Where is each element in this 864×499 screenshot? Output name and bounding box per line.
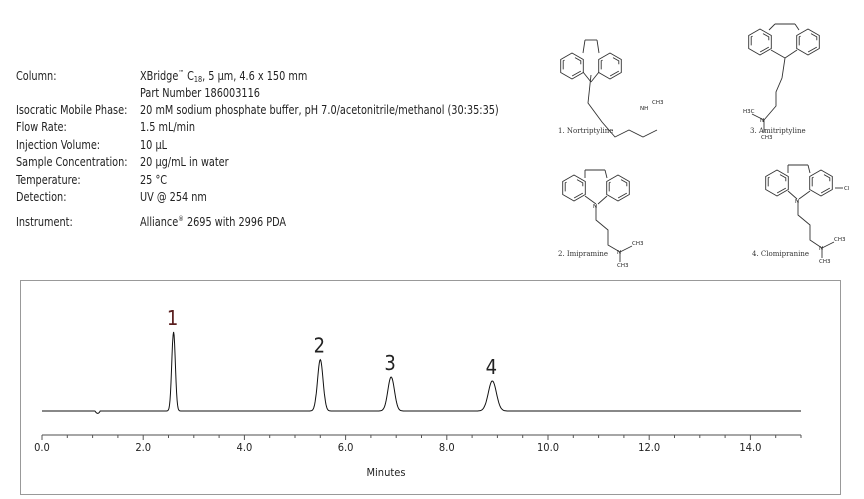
peak-label-2: 2 xyxy=(314,334,325,358)
ch3-label: CH3 xyxy=(632,241,644,247)
bond xyxy=(784,49,798,59)
aromatic-bonds xyxy=(564,177,584,199)
aromatic-bonds xyxy=(750,31,770,53)
column-value: XBridge™ C18, 5 µm, 4.6 x 150 mm xyxy=(140,69,308,84)
benzene-ring xyxy=(606,174,630,202)
bond xyxy=(590,71,600,83)
x-tick-label: 6.0 xyxy=(338,441,354,454)
bond xyxy=(807,164,811,174)
benzene-ring xyxy=(765,169,789,197)
aromatic-bonds xyxy=(608,177,628,199)
imipramine-structure: N N CH3 CH3 xyxy=(562,169,644,269)
n-ring-label: N xyxy=(593,204,597,210)
detection-value: UV @ 254 nm xyxy=(140,190,207,204)
flow-rate-label: Flow Rate: xyxy=(16,120,67,134)
benzene-ring xyxy=(748,28,772,56)
bond xyxy=(604,169,608,179)
bond xyxy=(768,23,776,31)
peak-labels: 1 2 3 4 xyxy=(167,306,497,379)
column-label: Column: xyxy=(16,69,57,83)
part-number: Part Number 186003116 xyxy=(140,86,260,100)
x-tick-label: 10.0 xyxy=(537,441,559,454)
x-axis-title: Minutes xyxy=(367,466,406,479)
nh-label: NH xyxy=(640,106,648,112)
bond xyxy=(794,23,800,31)
x-tick-label: 2.0 xyxy=(135,441,151,454)
caption-amitriptyline: 3. Amitriptyline xyxy=(750,127,806,135)
peak-label-1: 1 xyxy=(167,306,178,330)
h3c-label: H3C xyxy=(743,109,755,115)
bond xyxy=(763,57,786,121)
clomipramine-structure: N Cl N CH3 CH3 xyxy=(765,164,850,265)
mobile-phase-label: Isocratic Mobile Phase: xyxy=(16,103,128,117)
bond xyxy=(584,195,597,205)
bond xyxy=(597,195,608,205)
instrument-label: Instrument: xyxy=(16,215,73,229)
instrument-value: Alliance® 2695 with 2996 PDA xyxy=(140,215,287,229)
ch3-label: CH3 xyxy=(834,237,846,243)
chromatogram-trace xyxy=(42,331,801,414)
bond xyxy=(798,190,811,200)
bond xyxy=(595,205,621,253)
mobile-phase-value: 20 mM sodium phosphate buffer, pH 7.0/ac… xyxy=(140,103,499,117)
n-amine-label: N xyxy=(819,246,823,252)
amitriptyline-structure: N H3C CH3 xyxy=(743,23,820,141)
sample-concentration-value: 20 µg/mL in water xyxy=(140,155,229,169)
x-tick-label: 12.0 xyxy=(638,441,660,454)
caption-nortriptyline: 1. Nortriptyline xyxy=(558,127,613,135)
benzene-ring xyxy=(560,52,584,80)
bond xyxy=(787,190,798,200)
aromatic-bonds xyxy=(767,172,787,194)
sample-concentration-label: Sample Concentration: xyxy=(16,155,128,169)
x-tick-label: 0.0 xyxy=(34,441,50,454)
bond xyxy=(587,74,658,138)
x-tick-label: 14.0 xyxy=(739,441,761,454)
x-tick-label: 8.0 xyxy=(439,441,455,454)
benzene-ring xyxy=(598,52,622,80)
aromatic-bonds xyxy=(811,172,831,194)
chart-frame xyxy=(20,280,841,495)
peak-label-3: 3 xyxy=(384,351,395,375)
n-label: N xyxy=(760,118,764,124)
injection-volume-value: 10 µL xyxy=(140,138,168,152)
aromatic-bonds xyxy=(798,31,818,53)
benzene-ring xyxy=(562,174,586,202)
bond xyxy=(596,39,600,54)
benzene-ring xyxy=(796,28,820,56)
chromatogram: 0.0 2.0 4.0 6.0 8.0 10.0 12.0 14.0 1 2 3 4 Minutes xyxy=(20,280,841,495)
detection-label: Detection: xyxy=(16,190,67,204)
bond xyxy=(797,200,823,249)
ch3-label: CH3 xyxy=(761,135,773,141)
ch3-label: CH3 xyxy=(819,259,831,265)
benzene-ring xyxy=(809,169,833,197)
bond xyxy=(770,49,786,59)
flow-rate-value: 1.5 mL/min xyxy=(140,120,196,134)
caption-clomipramine: 4. Clomipranine xyxy=(752,250,809,258)
x-tick-label: 4.0 xyxy=(237,441,253,454)
caption-imipramine: 2. Imipramine xyxy=(558,250,608,258)
peak-label-4: 4 xyxy=(486,355,497,379)
ch3-label: CH3 xyxy=(652,100,664,106)
bond xyxy=(582,71,592,83)
ch3-label: CH3 xyxy=(617,263,629,269)
temperature-value: 25 °C xyxy=(140,173,168,187)
nortriptyline-structure: NH CH3 xyxy=(560,39,664,138)
aromatic-bonds xyxy=(562,55,582,77)
n-amine-label: N xyxy=(617,250,621,256)
temperature-label: Temperature: xyxy=(16,173,81,187)
x-axis-ticks: 0.0 2.0 4.0 6.0 8.0 10.0 12.0 14.0 xyxy=(34,435,802,454)
aromatic-bonds xyxy=(600,55,620,77)
chemical-structures: NH CH3 1. Nortriptyline N H3C CH3 3. Ami… xyxy=(558,23,850,269)
bond xyxy=(582,39,586,54)
cl-label: Cl xyxy=(844,186,850,192)
n-ring-label: N xyxy=(795,199,799,205)
injection-volume-label: Injection Volume: xyxy=(16,138,101,152)
